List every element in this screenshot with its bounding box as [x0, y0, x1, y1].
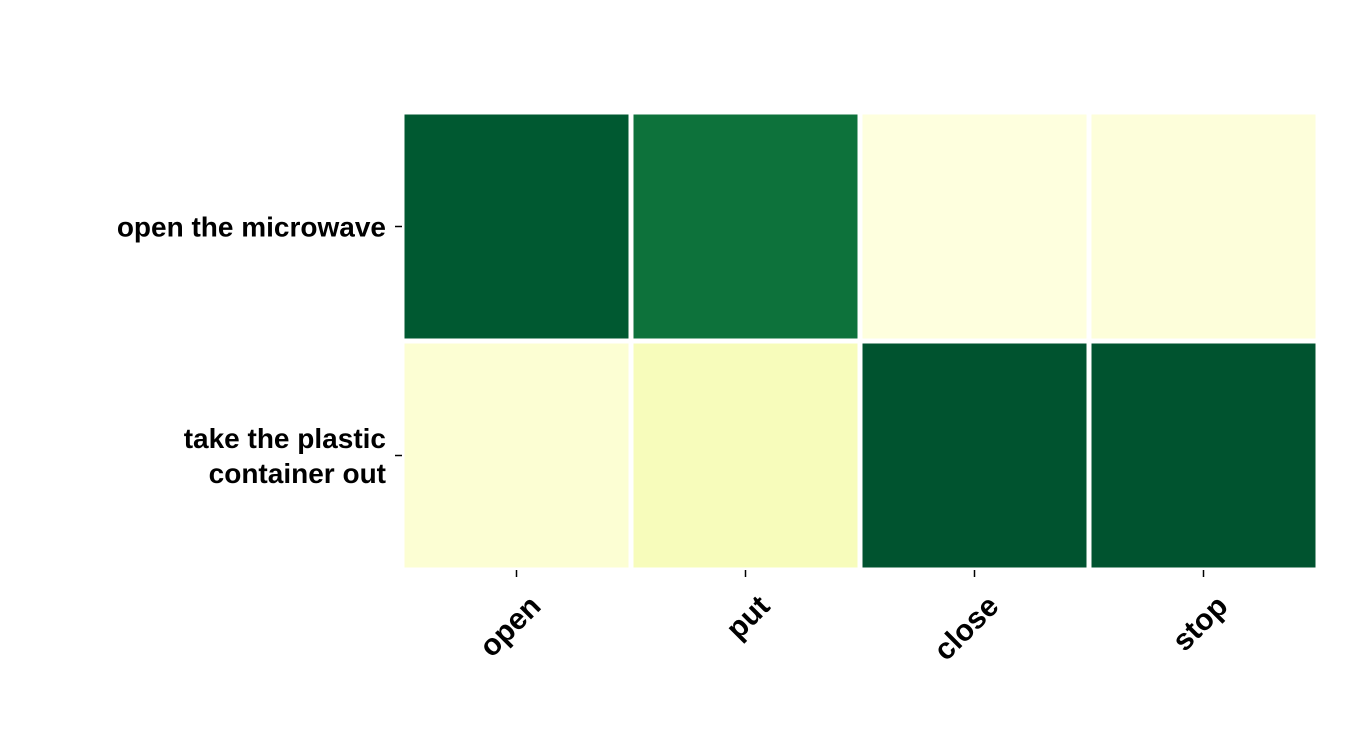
heatmap-cell	[1086, 338, 1321, 573]
x-tick-label: open	[473, 590, 547, 664]
heatmap-cell	[399, 338, 634, 573]
heatmap-cell	[628, 109, 863, 344]
heatmap-cells	[399, 109, 1321, 573]
heatmap-cell	[628, 338, 863, 573]
x-tick-label: stop	[1166, 590, 1234, 658]
x-tick-label: close	[928, 590, 1006, 668]
x-tick-label: put	[720, 590, 776, 646]
heatmap-cell	[857, 109, 1092, 344]
y-tick-label: take the plastic container out	[184, 423, 386, 489]
heatmap-cell	[399, 109, 634, 344]
x-axis: open put close stop	[473, 570, 1234, 667]
y-tick-label: open the microwave	[117, 212, 386, 243]
heatmap-cell	[857, 338, 1092, 573]
y-axis: open the microwave take the plastic contai…	[117, 212, 402, 489]
heatmap-cell	[1086, 109, 1321, 344]
